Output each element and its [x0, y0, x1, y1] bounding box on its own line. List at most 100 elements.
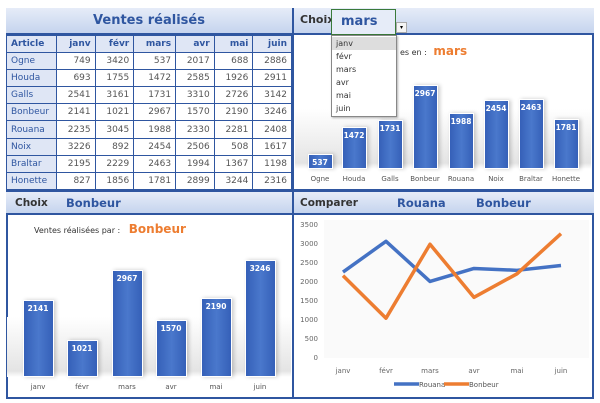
bar: 2141	[22, 299, 54, 377]
bar: 2463	[518, 99, 544, 169]
column-header: janv	[56, 34, 96, 54]
table-cell: 2316	[252, 171, 292, 190]
dropdown-option[interactable]: mai	[336, 91, 351, 100]
category-label: Honette	[551, 175, 581, 183]
table-cell: 2195	[56, 154, 96, 173]
table-cell: 3420	[94, 52, 135, 71]
table-cell: 2235	[56, 120, 96, 139]
bar: 1472	[341, 127, 367, 169]
compare-item2-select[interactable]: Bonbeur	[476, 196, 531, 210]
table-row: Houda 693 1755 1472 2585 1926 2911	[6, 69, 292, 88]
compare-line-chart: 0 500 1000 1500 2000 2500 3000 3500 janv févr mars…	[300, 220, 589, 389]
compare-item1-select[interactable]: Rouana	[397, 196, 446, 210]
bar-value-label: 1988	[450, 116, 472, 126]
bar: 2967	[412, 85, 438, 169]
chart-title-text: Ventes réalisées par :	[34, 226, 121, 235]
category-label: Galls	[381, 175, 399, 183]
bar: 1781	[553, 118, 579, 169]
table-cell: 2190	[213, 103, 254, 122]
table-cell: 827	[56, 171, 96, 190]
y-tick-label: 2500	[300, 259, 318, 267]
table-cell: 1988	[133, 120, 177, 139]
category-label: févr	[75, 383, 89, 391]
table-cell: 2408	[252, 120, 292, 139]
table-cell: 1994	[175, 154, 215, 173]
category-label: Ogne	[310, 175, 330, 183]
table-cell: 1781	[133, 171, 177, 190]
bar: 3246	[244, 260, 276, 377]
article-choice-label: Choix	[15, 197, 48, 209]
x-tick-label: juin	[554, 367, 568, 375]
table-cell: 2017	[175, 52, 215, 71]
month-dropdown-list[interactable]: janv févr mars avr mai juin	[331, 35, 397, 117]
category-label: janv	[30, 383, 46, 391]
y-tick-label: 2000	[300, 278, 318, 286]
y-tick-label: 1000	[300, 316, 318, 324]
bar-value-label: 1731	[379, 124, 401, 133]
bar-value-label: 1021	[71, 344, 93, 354]
category-label: mars	[118, 383, 136, 391]
category-label: Bonbeur	[410, 175, 440, 183]
series-line-rouana	[341, 239, 562, 284]
y-tick-label: 3500	[300, 221, 318, 229]
table-cell: 3244	[213, 171, 254, 190]
table-cell: 3226	[56, 137, 96, 156]
bar: 1988	[448, 112, 474, 169]
table-row: Noix 3226 892 2454 2506 508 1617	[6, 137, 292, 156]
table-cell: 2911	[252, 69, 292, 88]
article-name: Noix	[6, 137, 57, 156]
category-label: Rouana	[447, 175, 475, 183]
legend-label: Bonbeur	[469, 381, 499, 389]
bar-value-label: 1472	[343, 131, 365, 141]
horizontal-divider	[6, 189, 594, 192]
column-header: juin	[252, 34, 292, 54]
column-header: avr	[175, 34, 215, 54]
bar-value-label: 2190	[205, 302, 227, 312]
table-cell: 2967	[133, 103, 177, 122]
bar: 537	[307, 153, 333, 169]
table-cell: 1198	[252, 154, 292, 173]
table-cell: 1755	[94, 69, 135, 88]
table-cell: 693	[56, 69, 96, 88]
table-cell: 1617	[252, 137, 292, 156]
table-cell: 1926	[213, 69, 254, 88]
x-tick-label: mai	[510, 367, 523, 375]
table-cell: 2585	[175, 69, 215, 88]
table-row: Bonbeur 2141 1021 2967 1570 2190 3246	[6, 103, 292, 122]
bar: 2454	[483, 99, 509, 169]
article-select[interactable]: Bonbeur	[66, 196, 121, 210]
bar-value-label: 2463	[520, 103, 542, 113]
table-cell: 1021	[94, 103, 135, 122]
legend-label: Rouana	[419, 381, 445, 389]
table-cell: 3045	[94, 120, 135, 139]
dropdown-option[interactable]: janv	[332, 37, 396, 50]
x-tick-label: janv	[335, 367, 351, 375]
month-chart-title: es en : mars	[400, 44, 467, 58]
article-chart-title: Ventes réalisées par : Bonbeur	[34, 222, 186, 236]
bar: 2190	[200, 298, 232, 377]
series-line-bonbeur	[341, 232, 563, 320]
chart-title-value: mars	[433, 44, 468, 58]
bar: 1570	[155, 320, 187, 377]
month-select[interactable]: mars	[331, 9, 396, 35]
table-cell: 2281	[213, 120, 254, 139]
column-header: Article	[6, 34, 57, 54]
compare-panel-header	[294, 192, 594, 215]
dropdown-option[interactable]: avr	[336, 78, 349, 87]
chart-shadow	[295, 109, 591, 169]
table-cell: 508	[213, 137, 254, 156]
table-cell: 3142	[252, 86, 292, 105]
compare-label: Comparer	[300, 197, 358, 209]
dropdown-arrow-button[interactable]: ▾	[396, 22, 407, 33]
dropdown-option[interactable]: juin	[336, 104, 351, 113]
table-cell: 2899	[175, 171, 215, 190]
table-cell: 749	[56, 52, 96, 71]
article-name: Ogne	[6, 52, 57, 71]
chart-title-value: Bonbeur	[128, 222, 186, 236]
category-label: avr	[165, 383, 177, 391]
x-tick-label: févr	[379, 367, 393, 375]
dropdown-option[interactable]: févr	[336, 52, 352, 61]
dropdown-option[interactable]: mars	[336, 65, 357, 74]
column-header: mars	[133, 34, 177, 54]
bar-value-label: 3246	[249, 264, 271, 274]
